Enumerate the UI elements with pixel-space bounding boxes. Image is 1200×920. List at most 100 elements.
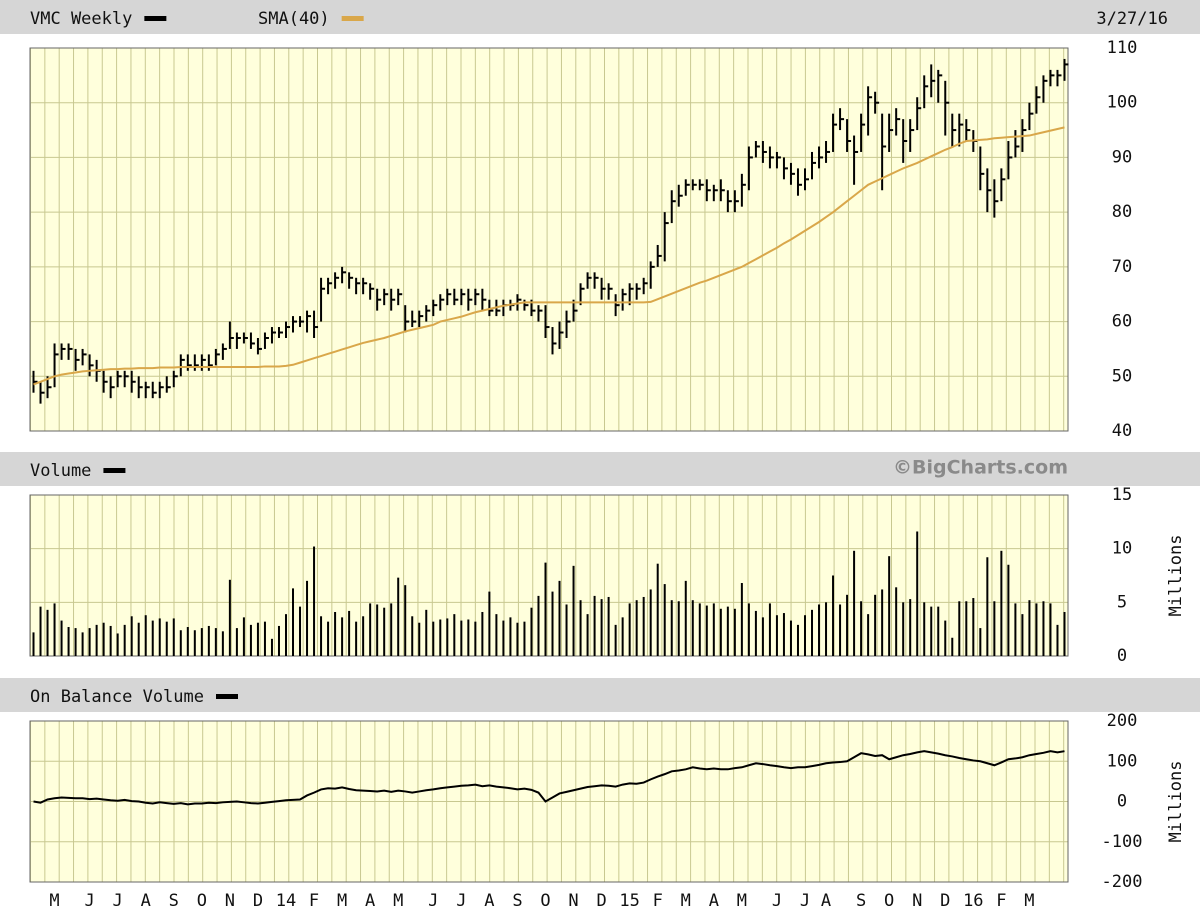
volume-bar bbox=[502, 620, 505, 656]
volume-bar bbox=[46, 609, 49, 656]
volume-bar bbox=[1049, 603, 1052, 656]
x-tick-label: A bbox=[709, 891, 719, 911]
volume-bar bbox=[656, 563, 659, 656]
volume-bar bbox=[1042, 601, 1045, 656]
y-tick-label: 100 bbox=[1107, 93, 1138, 113]
x-tick-label: S bbox=[856, 891, 866, 911]
volume-bar bbox=[235, 628, 238, 656]
y-tick-label: 60 bbox=[1112, 312, 1132, 332]
volume-bar bbox=[516, 622, 519, 656]
x-tick-label: F bbox=[996, 891, 1006, 911]
volume-bar bbox=[839, 604, 842, 656]
volume-bar bbox=[270, 638, 273, 656]
volume-bar bbox=[355, 621, 358, 656]
volume-bar bbox=[1028, 600, 1031, 656]
volume-bar bbox=[32, 632, 35, 656]
x-tick-label: A bbox=[141, 891, 151, 911]
volume-bar bbox=[537, 595, 540, 656]
y-tick-label: -100 bbox=[1102, 832, 1143, 852]
volume-bar bbox=[909, 599, 912, 656]
volume-bar bbox=[811, 609, 814, 656]
volume-bar bbox=[60, 620, 63, 656]
volume-bar bbox=[263, 621, 266, 656]
volume-bar bbox=[207, 625, 210, 656]
x-tick-label: M bbox=[49, 891, 59, 911]
volume-bar bbox=[488, 591, 491, 656]
legend-label: VMC Weekly bbox=[30, 9, 132, 29]
volume-bar bbox=[432, 621, 435, 656]
volume-bar bbox=[53, 603, 56, 656]
y-axis-label: Millions bbox=[1166, 535, 1186, 617]
x-tick-label: N bbox=[568, 891, 578, 911]
y-tick-label: 0 bbox=[1117, 792, 1127, 812]
x-tick-label: S bbox=[169, 891, 179, 911]
volume-bar bbox=[670, 600, 673, 656]
volume-bar bbox=[509, 617, 512, 656]
volume-bar bbox=[95, 624, 98, 656]
volume-bar bbox=[621, 617, 624, 656]
volume-bar bbox=[614, 624, 617, 656]
x-tick-label: M bbox=[337, 891, 347, 911]
volume-bar bbox=[593, 595, 596, 656]
legend-swatch bbox=[216, 694, 238, 699]
volume-bar bbox=[607, 596, 610, 656]
plot-border bbox=[29, 720, 1069, 883]
volume-bar bbox=[916, 531, 919, 656]
volume-bar bbox=[242, 617, 245, 656]
volume-bar bbox=[796, 624, 799, 656]
volume-bar bbox=[867, 614, 870, 656]
volume-bar bbox=[404, 585, 407, 656]
volume-bar bbox=[467, 619, 470, 656]
volume-bar bbox=[1000, 550, 1003, 656]
volume-bar bbox=[228, 579, 231, 656]
volume-bar bbox=[754, 610, 757, 656]
panel-header bbox=[0, 452, 1200, 486]
volume-bar bbox=[249, 624, 252, 656]
volume-bar bbox=[874, 594, 877, 656]
volume-bar bbox=[214, 628, 217, 656]
y-tick-label: 40 bbox=[1112, 421, 1132, 441]
volume-bar bbox=[565, 604, 568, 656]
volume-bar bbox=[572, 565, 575, 656]
volume-bar bbox=[944, 620, 947, 656]
legend-label: On Balance Volume bbox=[30, 687, 204, 707]
legend-label: Volume bbox=[30, 461, 91, 481]
y-tick-label: 0 bbox=[1117, 646, 1127, 666]
volume-bar bbox=[383, 607, 386, 656]
volume-bar bbox=[299, 606, 302, 656]
volume-bar bbox=[881, 589, 884, 656]
volume-bar bbox=[530, 607, 533, 656]
volume-bar bbox=[558, 580, 561, 656]
legend-swatch bbox=[144, 16, 167, 21]
y-tick-label: 15 bbox=[1112, 485, 1132, 505]
x-tick-label: M bbox=[681, 891, 691, 911]
volume-bar bbox=[123, 624, 126, 656]
volume-bar bbox=[923, 602, 926, 656]
x-tick-label: N bbox=[912, 891, 922, 911]
y-tick-label: 10 bbox=[1112, 539, 1132, 559]
volume-bar bbox=[313, 546, 316, 656]
volume-bar bbox=[221, 631, 224, 656]
volume-bar bbox=[334, 611, 337, 656]
x-tick-label: A bbox=[821, 891, 831, 911]
volume-bar bbox=[74, 628, 77, 656]
volume-bar bbox=[341, 617, 344, 656]
volume-bar bbox=[761, 617, 764, 656]
y-tick-label: 110 bbox=[1107, 38, 1138, 58]
volume-bar bbox=[1056, 624, 1059, 656]
volume-bar bbox=[495, 614, 498, 656]
volume-bar bbox=[474, 621, 477, 656]
volume-bar bbox=[663, 584, 666, 656]
volume-bar bbox=[747, 603, 750, 656]
volume-bar bbox=[846, 594, 849, 656]
volume-bar bbox=[200, 628, 203, 656]
volume-bar bbox=[726, 606, 729, 656]
volume-bar bbox=[453, 614, 456, 656]
volume-bar bbox=[137, 622, 140, 656]
volume-bar bbox=[586, 614, 589, 656]
volume-bar bbox=[579, 600, 582, 656]
series-line bbox=[33, 126, 1065, 386]
chart-date: 3/27/16 bbox=[1096, 9, 1168, 29]
volume-bar bbox=[544, 562, 547, 656]
